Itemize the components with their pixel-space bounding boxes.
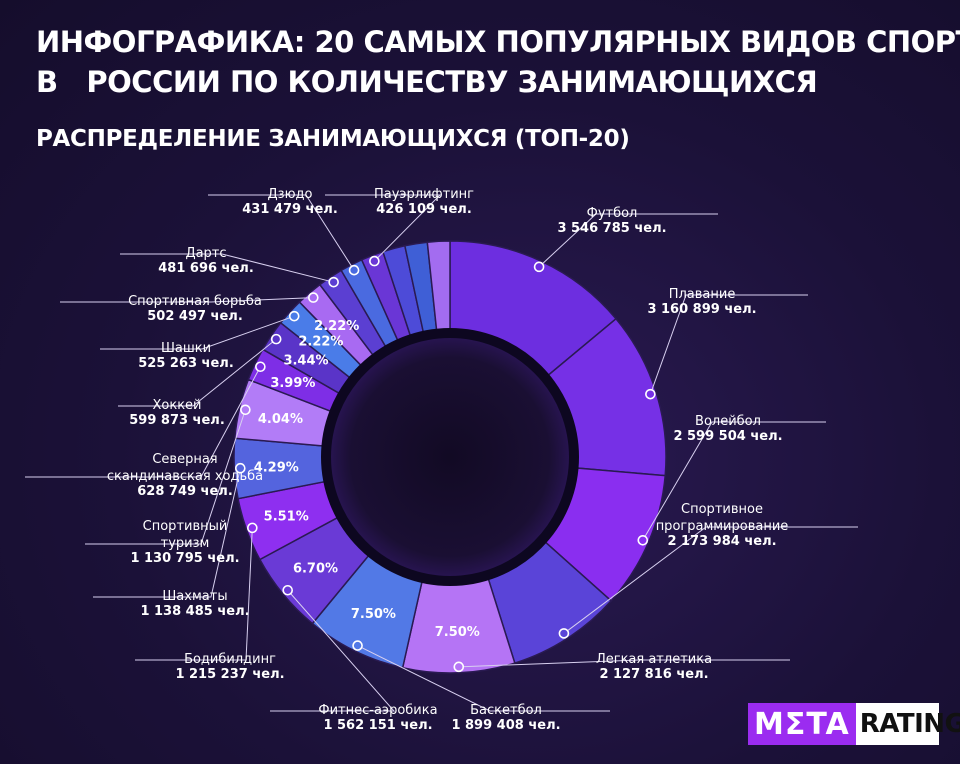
slice-value-label: 502 497 чел. [147, 309, 243, 324]
slice-percent-label: 2.22% [298, 334, 343, 349]
slice-name-label: туризм [161, 536, 210, 551]
slice-name-label: Спортивное [681, 502, 763, 517]
label-dot [282, 584, 293, 596]
label-dot [637, 534, 649, 546]
title-line-1: ИНФОГРАФИКА: 20 САМЫХ ПОПУЛЯРНЫХ ВИДОВ С… [36, 25, 960, 59]
slice-value-label: 2 599 504 чел. [673, 429, 782, 444]
slice-name-label: Хоккей [152, 398, 201, 413]
slice-value-label: 2 173 984 чел. [667, 534, 776, 549]
page-title: ИНФОГРАФИКА: 20 САМЫХ ПОПУЛЯРНЫХ ВИДОВ С… [36, 22, 960, 102]
label-dot [369, 255, 380, 267]
slice-name-label: скандинавская ходьба [107, 469, 263, 484]
slice-value-label: 481 696 чел. [158, 261, 254, 276]
label-dot [533, 261, 545, 273]
slice-name-label: Шахматы [162, 589, 227, 604]
label-dot [270, 333, 282, 345]
slice-name-label: Северная [152, 452, 217, 467]
slice-percent-label: 3.44% [283, 353, 328, 368]
label-dot [308, 292, 319, 303]
label-dot [235, 462, 246, 474]
slice-name-label: Фитнес-аэробика [318, 703, 437, 718]
slice-value-label: 3 546 785 чел. [557, 221, 666, 236]
slice-value-label: 525 263 чел. [138, 356, 234, 371]
label-dot [453, 661, 465, 673]
slice-percent-label: 4.29% [254, 460, 299, 475]
slice-percent-label: 7.50% [435, 625, 480, 640]
slice-value-label: 1 562 151 чел. [323, 718, 432, 733]
title-line-2: В РОССИИ ПО КОЛИЧЕСТВУ ЗАНИМАЮЩИХСЯ [36, 65, 818, 99]
slice-name-label: Футбол [587, 206, 638, 221]
slice-percent-label: 3.99% [270, 376, 315, 391]
slice-percent-label: 5.51% [264, 510, 309, 525]
slice-percent-label: 4.04% [258, 412, 303, 427]
slice-value-label: 3 160 899 чел. [647, 302, 756, 317]
slice-name-label: Легкая атлетика [596, 652, 712, 667]
slice-value-label: 1 899 408 чел. [451, 718, 560, 733]
slice-name-label: Баскетбол [470, 703, 542, 718]
slice-name-label: Волейбол [695, 414, 761, 429]
chart-subtitle: РАСПРЕДЕЛЕНИЕ ЗАНИМАЮЩИХСЯ (ТОП-20) [36, 126, 630, 152]
label-dot [240, 404, 251, 416]
slice-name-label: Дартс [185, 246, 226, 261]
slice-name-label: Дзюдо [268, 187, 313, 202]
meta-ratings-logo: MΣTA RATINGS [748, 703, 960, 745]
slice-name-label: Шашки [161, 341, 211, 356]
slice-percent-label: 7.50% [351, 607, 396, 622]
label-dot [645, 388, 656, 400]
label-dot [352, 640, 363, 651]
label-dot [255, 361, 266, 373]
slice-percent-label: 2.22% [314, 319, 359, 334]
slice-name-label: Спортивный [143, 519, 228, 534]
slice-value-label: 599 873 чел. [129, 413, 225, 428]
slice-name-label: Спортивная борьба [128, 294, 262, 309]
donut-hole [321, 328, 579, 586]
slice-name-label: Пауэрлифтинг [374, 187, 474, 202]
slice-percent-label: 6.70% [293, 561, 338, 576]
label-dot [247, 522, 258, 534]
label-dot [348, 264, 360, 276]
label-dot [288, 310, 300, 322]
slice-value-label: 426 109 чел. [376, 202, 472, 217]
slice-value-label: 1 215 237 чел. [175, 667, 284, 682]
slice-name-label: Бодибилдинг [184, 652, 276, 667]
logo-ratings: RATINGS [859, 709, 960, 739]
label-dot [328, 276, 339, 288]
label-dot [558, 628, 570, 639]
slice-value-label: 1 130 795 чел. [130, 551, 239, 566]
logo-meta: MΣTA [748, 703, 856, 745]
slice-value-label: 2 127 816 чел. [599, 667, 708, 682]
slice-name-label: программирование [656, 519, 789, 534]
slice-value-label: 628 749 чел. [137, 484, 233, 499]
slice-value-label: 431 479 чел. [242, 202, 338, 217]
slice-name-label: Плавание [669, 287, 736, 302]
slice-value-label: 1 138 485 чел. [140, 604, 249, 619]
